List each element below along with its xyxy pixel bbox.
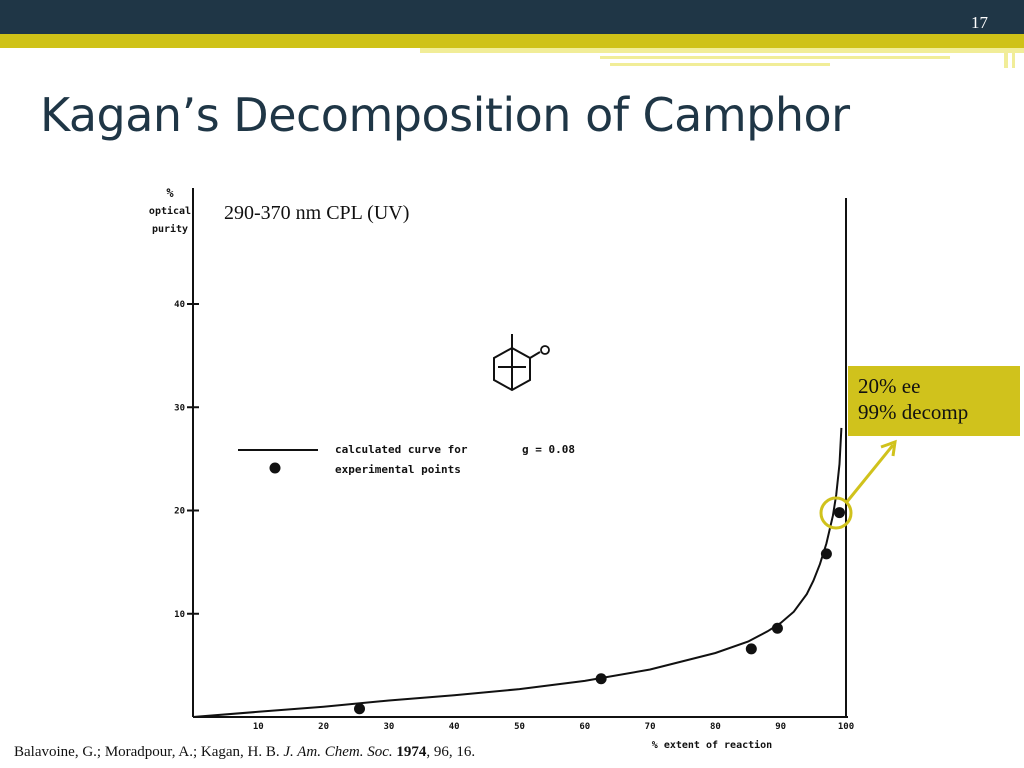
- x-tick-label: 70: [645, 722, 656, 732]
- accent-stripe: [0, 34, 1024, 48]
- y-axis-label-line: %: [166, 186, 174, 200]
- callout-line: 99% decomp: [858, 400, 969, 424]
- wavelength-annotation: 290-370 nm CPL (UV): [224, 202, 409, 224]
- accent-stripe: [420, 48, 1024, 53]
- slide-number: 17: [971, 13, 988, 32]
- x-tick-label: 50: [514, 722, 525, 732]
- highlight-ring: [819, 496, 853, 530]
- legend-points-label: experimental points: [335, 463, 461, 476]
- slide-title: Kagan’s Decomposition of Camphor: [40, 88, 850, 142]
- y-tick-label: 10: [174, 610, 185, 620]
- x-tick-label: 40: [449, 722, 460, 732]
- legend-point-swatch: [269, 462, 281, 474]
- x-tick-label: 60: [579, 722, 590, 732]
- accent-stripe: [1004, 48, 1008, 68]
- x-tick-label: 30: [383, 722, 394, 732]
- x-tick-label: 10: [253, 722, 264, 732]
- callout-line: 20% ee: [858, 374, 921, 398]
- y-tick-label: 20: [174, 507, 185, 517]
- accent-stripe: [1012, 48, 1015, 68]
- legend-curve-label: calculated curve for: [335, 443, 468, 456]
- accent-stripe: [610, 63, 830, 66]
- chart-legend: calculated curve for g = 0.08 experiment…: [238, 443, 575, 476]
- citation: Balavoine, G.; Moradpour, A.; Kagan, H. …: [14, 744, 475, 761]
- y-tick-label: 40: [174, 300, 185, 310]
- y-tick-label: 30: [174, 403, 185, 413]
- citation-journal: J. Am. Chem. Soc.: [283, 744, 393, 760]
- header-bar: [0, 0, 1024, 34]
- x-tick-label: 90: [775, 722, 786, 732]
- y-axis-label-line: optical: [149, 205, 191, 217]
- data-point: [833, 507, 845, 519]
- citation-rest: , 96, 16.: [426, 744, 476, 760]
- calculated-curve: [192, 427, 843, 718]
- x-tick-label: 80: [710, 722, 721, 732]
- data-point: [595, 673, 607, 685]
- y-axis-label-line: purity: [152, 223, 188, 235]
- callout-arrow: [844, 444, 895, 504]
- data-point: [771, 622, 783, 634]
- x-axis-label: % extent of reaction: [652, 739, 772, 751]
- camphor-structure: [493, 334, 550, 392]
- callout-arrow-head: [880, 439, 897, 457]
- accent-stripe: [600, 56, 950, 59]
- x-tick-label: 100: [838, 722, 854, 732]
- citation-year: 1974: [396, 744, 427, 760]
- citation-authors: Balavoine, G.; Moradpour, A.; Kagan, H. …: [14, 744, 280, 760]
- legend-curve-param: g = 0.08: [522, 443, 575, 456]
- chart-axes: [192, 188, 848, 718]
- data-point: [354, 703, 366, 715]
- data-point: [745, 643, 757, 655]
- data-point: [820, 548, 832, 560]
- callout-box: 20% ee 99% decomp: [848, 366, 1020, 436]
- x-tick-label: 20: [318, 722, 329, 732]
